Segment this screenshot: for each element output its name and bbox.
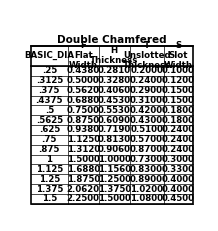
Bar — [31, 46, 193, 204]
Text: 0.5700: 0.5700 — [130, 135, 163, 144]
Text: 0.8750: 0.8750 — [67, 116, 100, 125]
Text: S
Slot
Width: S Slot Width — [164, 41, 193, 70]
Text: 2.2500: 2.2500 — [67, 195, 100, 203]
Text: 0.1800: 0.1800 — [162, 116, 195, 125]
Text: 0.8900: 0.8900 — [130, 175, 163, 184]
Text: 0.2810: 0.2810 — [98, 66, 131, 75]
Text: .375: .375 — [39, 86, 60, 95]
Text: 0.3280: 0.3280 — [98, 76, 131, 85]
Text: 1.8750: 1.8750 — [67, 175, 100, 184]
Text: 0.2400: 0.2400 — [162, 135, 195, 144]
Text: 0.1500: 0.1500 — [162, 96, 195, 105]
Text: 1.1560: 1.1560 — [98, 165, 131, 174]
Text: .75: .75 — [42, 135, 57, 144]
Text: BASIC_DIA: BASIC_DIA — [24, 51, 74, 60]
Text: .875: .875 — [39, 145, 60, 154]
Text: 0.5530: 0.5530 — [98, 106, 131, 115]
Text: 0.1200: 0.1200 — [162, 76, 195, 85]
Text: 1.3750: 1.3750 — [97, 185, 131, 194]
Text: 0.2400: 0.2400 — [162, 145, 195, 154]
Text: 1.5000: 1.5000 — [98, 195, 131, 203]
Text: 1.0200: 1.0200 — [130, 185, 163, 194]
Text: 1.0800: 1.0800 — [130, 195, 163, 203]
Text: 0.4300: 0.4300 — [130, 116, 163, 125]
Text: 1.0000: 1.0000 — [98, 155, 131, 164]
Text: 0.2900: 0.2900 — [130, 86, 163, 95]
Text: 0.3100: 0.3100 — [130, 96, 163, 105]
Text: .4375: .4375 — [36, 96, 63, 105]
Text: 0.2400: 0.2400 — [130, 76, 163, 85]
Text: 1.2500: 1.2500 — [98, 175, 131, 184]
Text: 0.6880: 0.6880 — [67, 96, 100, 105]
Text: 0.1500: 0.1500 — [162, 86, 195, 95]
Text: .625: .625 — [39, 125, 60, 134]
Text: 0.2400: 0.2400 — [162, 125, 195, 134]
Text: 1: 1 — [46, 155, 52, 164]
Text: .5: .5 — [45, 106, 54, 115]
Text: 0.5620: 0.5620 — [67, 86, 100, 95]
Text: 0.2000: 0.2000 — [130, 66, 163, 75]
Text: .25: .25 — [42, 66, 57, 75]
Text: 1.125: 1.125 — [36, 165, 63, 174]
Text: 0.4530: 0.4530 — [98, 96, 131, 105]
Text: 0.8700: 0.8700 — [130, 145, 163, 154]
Text: 0.8300: 0.8300 — [130, 165, 163, 174]
Text: 1.1250: 1.1250 — [67, 135, 100, 144]
Text: 0.1000: 0.1000 — [162, 66, 195, 75]
Text: 0.1800: 0.1800 — [162, 106, 195, 115]
Text: 0.4060: 0.4060 — [98, 86, 131, 95]
Text: 2.0620: 2.0620 — [67, 185, 100, 194]
Text: 1.5: 1.5 — [42, 195, 57, 203]
Text: 1.375: 1.375 — [36, 185, 63, 194]
Text: 0.4200: 0.4200 — [130, 106, 163, 115]
Text: T
Unslotted
Thickness: T Unslotted Thickness — [123, 41, 171, 70]
Text: 0.4000: 0.4000 — [162, 185, 195, 194]
Text: 0.4500: 0.4500 — [162, 195, 195, 203]
Text: 0.9060: 0.9060 — [98, 145, 131, 154]
Text: 0.4380: 0.4380 — [67, 66, 100, 75]
Text: .5625: .5625 — [36, 116, 63, 125]
Text: 0.3300: 0.3300 — [162, 165, 195, 174]
Text: F
Flat
Width: F Flat Width — [69, 41, 98, 70]
Text: 0.7300: 0.7300 — [130, 155, 163, 164]
Text: 0.3000: 0.3000 — [162, 155, 195, 164]
Text: 1.3120: 1.3120 — [67, 145, 100, 154]
Text: 0.9380: 0.9380 — [67, 125, 100, 134]
Text: 0.5100: 0.5100 — [130, 125, 163, 134]
Text: .3125: .3125 — [36, 76, 63, 85]
Text: 0.8130: 0.8130 — [98, 135, 131, 144]
Text: 1.6880: 1.6880 — [67, 165, 100, 174]
Text: Double Chamfered: Double Chamfered — [57, 35, 167, 45]
Text: 0.7500: 0.7500 — [67, 106, 100, 115]
Text: H
Thickness: H Thickness — [90, 46, 138, 65]
Text: 1.25: 1.25 — [39, 175, 60, 184]
Text: 0.7190: 0.7190 — [97, 125, 131, 134]
Text: 0.5000: 0.5000 — [67, 76, 100, 85]
Text: 1.5000: 1.5000 — [67, 155, 100, 164]
Text: 0.4000: 0.4000 — [162, 175, 195, 184]
Text: 0.6090: 0.6090 — [98, 116, 131, 125]
